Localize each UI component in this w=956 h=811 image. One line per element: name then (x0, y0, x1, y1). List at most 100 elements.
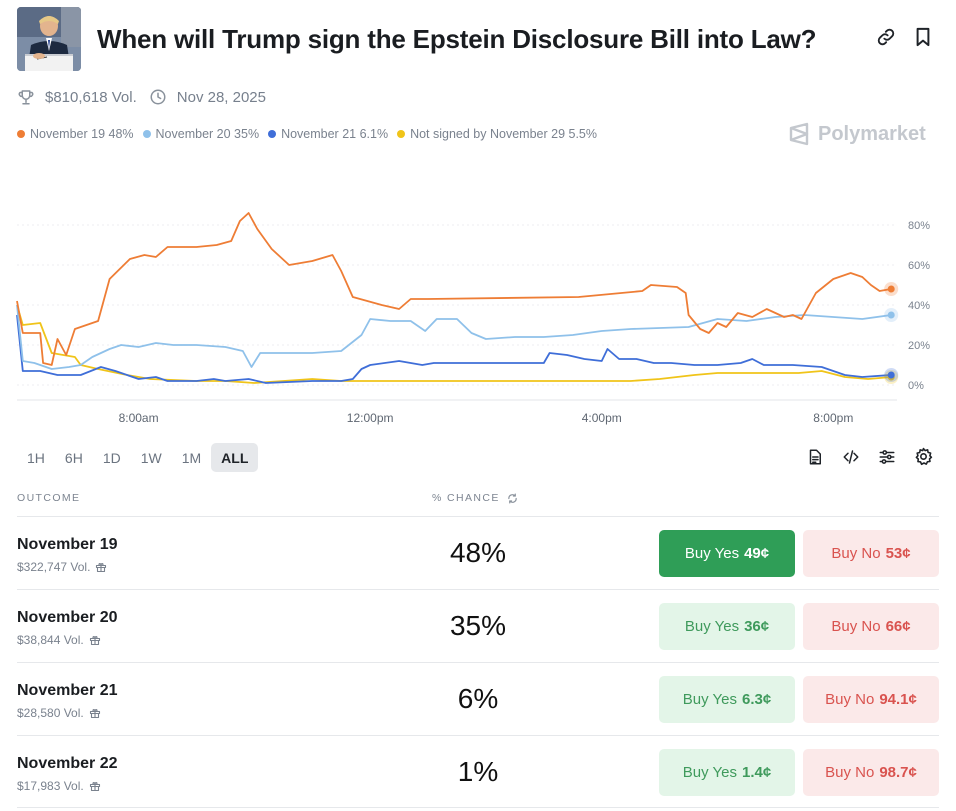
outcome-row[interactable]: November 21 $28,580 Vol. 6% Buy Yes 6.3¢… (17, 662, 939, 735)
buy-yes-button[interactable]: Buy Yes 6.3¢ (659, 676, 795, 723)
price-history-chart[interactable]: 0% 20% 40% 60% 80% 8:00am 12:00pm 4:00pm 8:00pm (0, 160, 956, 430)
polymarket-logo: Polymarket (788, 122, 926, 146)
series-end-dot (887, 285, 895, 293)
legend-dot (142, 130, 151, 138)
outcome-volume-value: $17,983 Vol. (17, 779, 84, 793)
gift-icon (89, 780, 101, 792)
range-1m-button[interactable]: 1M (181, 449, 202, 466)
outcome-name: November 19 (17, 536, 118, 553)
market-volume: $810,618 Vol. (45, 88, 137, 106)
outcome-row[interactable]: November 19 $322,747 Vol. 48% Buy Yes 49… (17, 516, 939, 589)
outcome-chance: 48% (449, 537, 507, 568)
series-end-dot (887, 311, 895, 319)
chart-filter-button[interactable] (876, 448, 898, 470)
range-1h-button[interactable]: 1H (27, 449, 45, 466)
legend-dot (268, 130, 277, 138)
gear-icon (914, 447, 933, 471)
range-6h-button[interactable]: 6H (64, 449, 83, 466)
outcome-chance: 6% (457, 683, 499, 714)
buy-no-label: Buy No (825, 691, 875, 708)
y-tick-label: 40% (908, 300, 930, 312)
legend-label: Not signed by November 29 5.5% (410, 127, 597, 141)
chart-tools (804, 447, 939, 471)
range-1d-button[interactable]: 1D (102, 449, 121, 466)
outcome-name: November 20 (17, 609, 118, 626)
buy-yes-price: 49¢ (744, 545, 770, 562)
outcome-volume-value: $28,580 Vol. (17, 706, 84, 720)
x-tick-label: 8:00pm (813, 411, 853, 425)
gift-icon (89, 634, 101, 646)
legend-label: November 19 48% (30, 127, 134, 141)
clock-icon (149, 88, 167, 106)
buy-no-price: 98.7¢ (879, 764, 917, 781)
outcome-volume-value: $322,747 Vol. (17, 560, 91, 574)
legend-item: November 20 35% (142, 127, 260, 141)
outcome-chance: 1% (457, 756, 499, 787)
market-image (17, 7, 81, 71)
bookmark-button[interactable] (911, 27, 935, 51)
outcome-table-header: OUTCOME % CHANCE (17, 490, 939, 506)
brand-name: Polymarket (818, 122, 926, 145)
outcome-volume: $38,844 Vol. (17, 633, 101, 647)
buy-yes-button[interactable]: Buy Yes 49¢ (659, 530, 795, 577)
gift-icon (89, 707, 101, 719)
outcome-row[interactable]: November 22 $17,983 Vol. 1% Buy Yes 1.4¢… (17, 735, 939, 808)
y-tick-label: 20% (908, 340, 930, 352)
legend-item: November 19 48% (17, 127, 134, 141)
outcome-volume-value: $38,844 Vol. (17, 633, 84, 647)
series-line-november-19 (16, 212, 892, 366)
legend-item: Not signed by November 29 5.5% (397, 127, 597, 141)
embed-button[interactable] (840, 448, 862, 470)
buy-no-button[interactable]: Buy No 94.1¢ (803, 676, 939, 723)
chart-legend: November 19 48% November 20 35% November… (17, 127, 606, 141)
market-title: When will Trump sign the Epstein Disclos… (97, 24, 817, 54)
outcome-volume: $17,983 Vol. (17, 779, 101, 793)
gift-icon (95, 561, 107, 573)
buy-yes-price: 36¢ (744, 618, 770, 635)
buy-yes-label: Buy Yes (682, 691, 737, 708)
series-end-dot (887, 371, 895, 379)
buy-yes-label: Buy Yes (684, 545, 740, 562)
buy-yes-button[interactable]: Buy Yes 36¢ (659, 603, 795, 650)
buy-no-button[interactable]: Buy No 66¢ (803, 603, 939, 650)
polymarket-logo-icon (788, 122, 810, 146)
series-line-november-21 (16, 314, 892, 384)
outcome-volume: $322,747 Vol. (17, 560, 107, 574)
range-all-button[interactable]: ALL (211, 443, 259, 472)
table-bottom-divider (17, 807, 939, 808)
legend-dot (397, 130, 406, 138)
legend-label: November 20 35% (155, 127, 260, 141)
bookmark-icon (914, 27, 932, 52)
buy-no-button[interactable]: Buy No 53¢ (803, 530, 939, 577)
y-tick-label: 0% (908, 380, 924, 392)
outcome-volume: $28,580 Vol. (17, 706, 101, 720)
legend-label: November 21 6.1% (281, 127, 389, 141)
buy-yes-button[interactable]: Buy Yes 1.4¢ (659, 749, 795, 796)
series-line-not-signed-by-november-29 (16, 304, 892, 384)
legend-item: November 21 6.1% (268, 127, 388, 141)
market-header: When will Trump sign the Epstein Disclos… (17, 7, 939, 71)
trophy-icon (17, 88, 35, 106)
series-line-november-20 (16, 304, 892, 370)
x-tick-label: 8:00am (119, 411, 159, 425)
buy-yes-price: 6.3¢ (742, 691, 772, 708)
copy-link-button[interactable] (874, 27, 898, 51)
outcome-row[interactable]: November 20 $38,844 Vol. 35% Buy Yes 36¢… (17, 589, 939, 662)
time-range-selector: 1H 6H 1D 1W 1M ALL (17, 443, 259, 472)
y-tick-label: 60% (908, 260, 930, 272)
buy-no-button[interactable]: Buy No 98.7¢ (803, 749, 939, 796)
rules-button[interactable] (804, 448, 826, 470)
buy-no-price: 94.1¢ (879, 691, 917, 708)
buy-no-label: Buy No (825, 764, 875, 781)
market-meta: $810,618 Vol. Nov 28, 2025 (17, 86, 266, 108)
chance-column-header: % CHANCE (432, 492, 518, 504)
link-icon (876, 27, 896, 52)
sliders-icon (878, 448, 896, 471)
market-end-date: Nov 28, 2025 (176, 88, 266, 106)
chance-header-label: % CHANCE (432, 492, 500, 504)
outcome-column-header: OUTCOME (17, 492, 81, 504)
range-1w-button[interactable]: 1W (140, 449, 162, 466)
chart-settings-button[interactable] (912, 447, 934, 471)
outcome-name: November 21 (17, 682, 118, 699)
refresh-icon[interactable] (507, 493, 518, 504)
